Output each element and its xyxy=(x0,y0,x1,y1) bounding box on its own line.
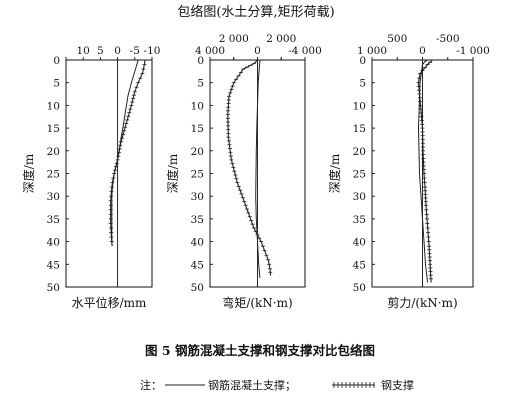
y-tick-label: 45 xyxy=(47,259,60,271)
y-tick-label: 0 xyxy=(359,55,366,67)
y-tick-label: 45 xyxy=(191,259,204,271)
series-line-steel xyxy=(110,59,146,247)
y-tick-label: 5 xyxy=(53,78,60,90)
legend-label-rc: 钢筋混凝土支撑； xyxy=(208,378,296,392)
legend-line-steel xyxy=(332,382,375,388)
y-tick-label: 30 xyxy=(191,191,204,203)
legend-note-prefix: 注： xyxy=(140,378,162,392)
y-tick-label: 35 xyxy=(47,214,60,226)
y-axis-label: 深度/m xyxy=(165,153,180,193)
y-tick-label: 10 xyxy=(353,100,366,112)
x-axis-label: 剪力/(kN·m) xyxy=(387,295,457,310)
y-tick-label: 40 xyxy=(353,237,366,249)
x-tick-label: -1 000 xyxy=(456,45,490,57)
x-tick-label: 0 xyxy=(254,45,261,57)
legend: 注： 钢筋混凝土支撑； 钢支撑 xyxy=(140,378,414,392)
y-tick-label: 20 xyxy=(191,146,204,158)
x-tick-label: 0 xyxy=(114,45,121,57)
y-tick-label: 5 xyxy=(359,78,366,90)
y-tick-label: 40 xyxy=(191,237,204,249)
y-axis-label: 深度/m xyxy=(327,153,342,193)
x-tick-label: -5 xyxy=(130,45,140,57)
x-tick-label: 10 xyxy=(77,45,90,57)
x-tick-label: 5 xyxy=(97,45,104,57)
x-axis-label: 水平位移/mm xyxy=(72,295,147,310)
x-axis-label: 弯矩/(kN·m) xyxy=(222,295,292,310)
y-tick-label: 20 xyxy=(47,146,60,158)
x-tick-label: 2 000 xyxy=(219,33,249,45)
y-tick-label: 35 xyxy=(191,214,204,226)
x-tick-label: -500 xyxy=(436,33,460,45)
y-tick-label: 10 xyxy=(191,100,204,112)
x-tick-label: 4 000 xyxy=(195,45,225,57)
y-axis-label: 深度/m xyxy=(21,153,36,193)
y-tick-label: 15 xyxy=(353,123,366,135)
y-tick-label: 35 xyxy=(353,214,366,226)
y-tick-label: 0 xyxy=(53,55,60,67)
x-tick-label: 500 xyxy=(387,33,407,45)
y-tick-label: 25 xyxy=(191,169,204,181)
y-tick-label: 15 xyxy=(47,123,60,135)
series-line-steel xyxy=(417,59,433,283)
series-line-rc xyxy=(255,59,261,278)
y-tick-label: 40 xyxy=(47,237,60,249)
x-tick-label: 1 000 xyxy=(357,45,387,57)
y-tick-label: 50 xyxy=(47,282,60,294)
y-tick-label: 25 xyxy=(47,169,60,181)
y-tick-label: 5 xyxy=(197,78,204,90)
y-tick-label: 45 xyxy=(353,259,366,271)
y-tick-label: 10 xyxy=(47,100,60,112)
series-line-rc xyxy=(417,59,429,283)
figure-caption: 图 5 钢筋混凝土支撑和钢支撑对比包络图 xyxy=(145,343,375,358)
plot-frame xyxy=(65,59,153,288)
x-tick-label: 2 000 xyxy=(266,33,296,45)
y-tick-label: 0 xyxy=(197,55,204,67)
y-tick-label: 25 xyxy=(353,169,366,181)
y-tick-label: 30 xyxy=(353,191,366,203)
series-line-rc xyxy=(111,59,139,247)
figure-title: 包络图(水土分算,矩形荷载) xyxy=(177,4,334,20)
y-tick-label: 50 xyxy=(353,282,366,294)
legend-label-steel: 钢支撑 xyxy=(381,378,414,392)
x-tick-label: -4 000 xyxy=(288,45,322,57)
y-tick-label: 30 xyxy=(47,191,60,203)
x-tick-label: -10 xyxy=(144,45,161,57)
y-tick-label: 50 xyxy=(191,282,204,294)
y-tick-label: 15 xyxy=(191,123,204,135)
x-tick-label: 0 xyxy=(419,45,426,57)
y-tick-label: 20 xyxy=(353,146,366,158)
